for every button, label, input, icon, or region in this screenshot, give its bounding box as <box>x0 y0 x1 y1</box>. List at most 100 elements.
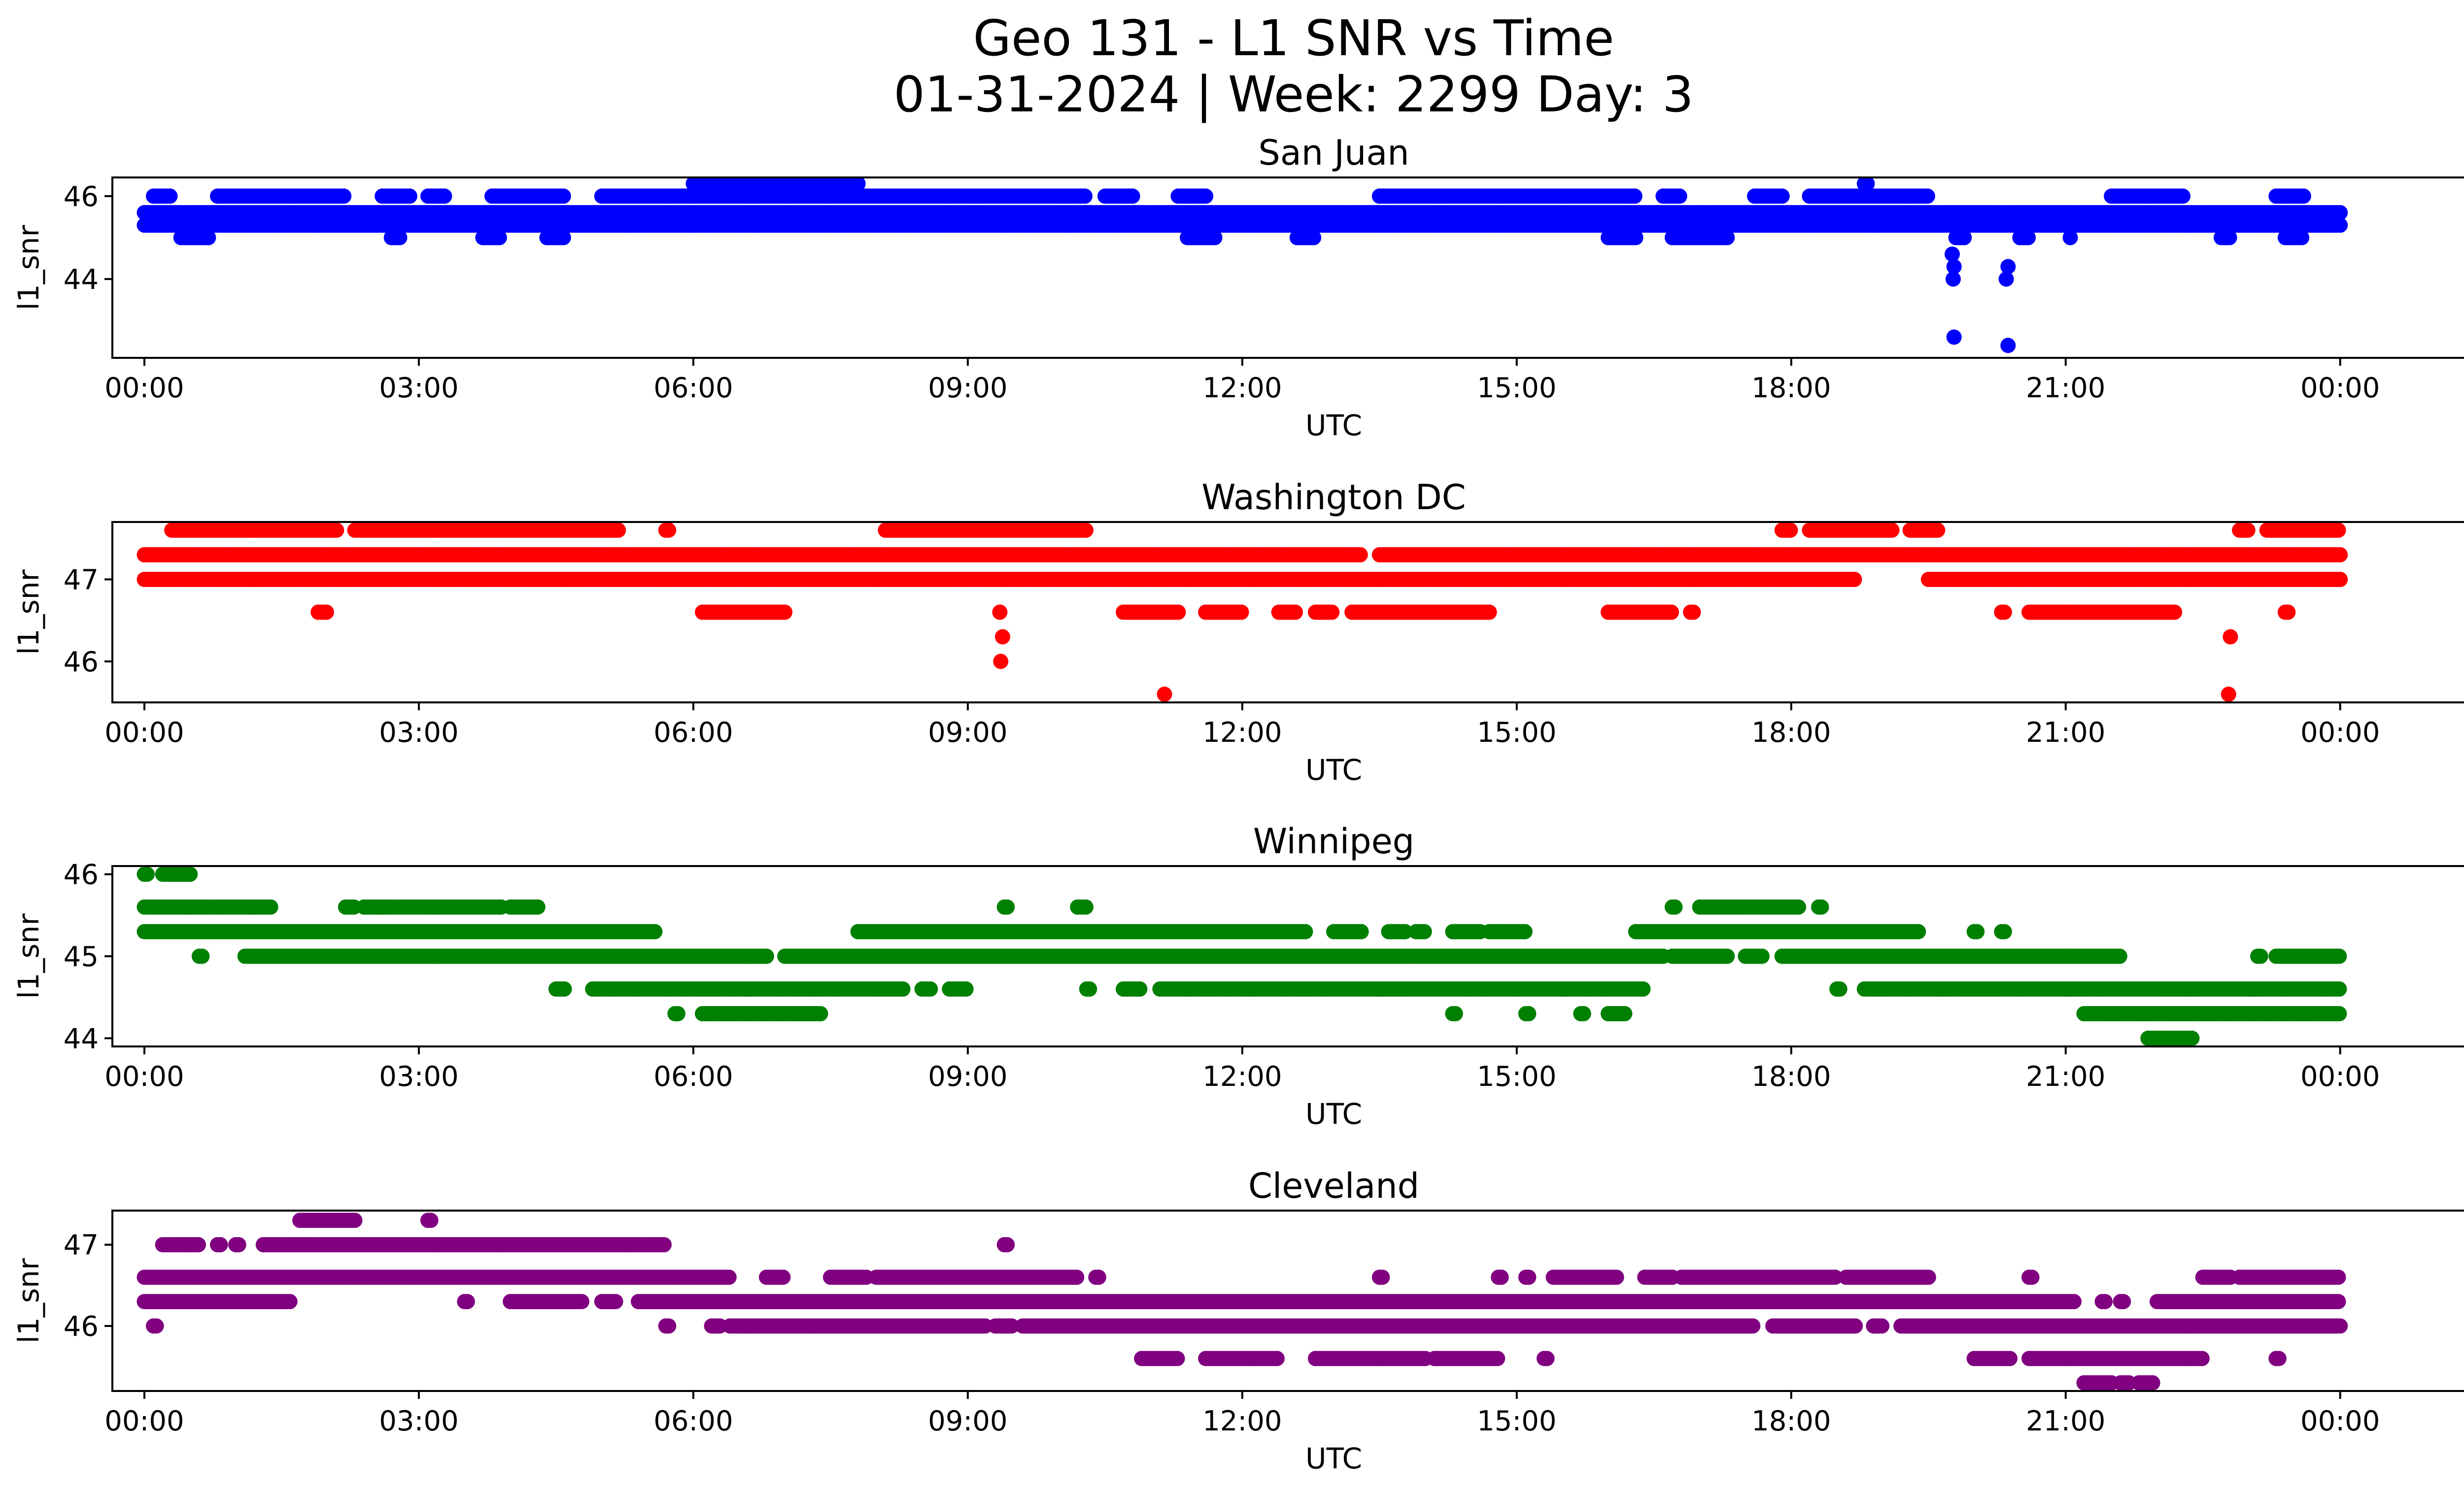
data-point <box>1077 188 1093 204</box>
data-point <box>162 188 178 204</box>
data-point <box>1233 604 1249 620</box>
y-tick-label: 47 <box>64 564 99 596</box>
data-point <box>2000 259 2016 275</box>
data-point <box>2330 522 2346 538</box>
data-point <box>437 188 452 204</box>
data-point <box>318 604 334 620</box>
x-tick-label: 15:00 <box>1477 372 1556 404</box>
data-point <box>1919 188 1935 204</box>
y-tick-label: 46 <box>64 646 99 678</box>
data-point <box>2221 686 2236 702</box>
data-point <box>402 188 417 204</box>
data-point <box>611 522 626 538</box>
y-tick-label: 44 <box>64 264 99 296</box>
plot-frame <box>111 176 2464 359</box>
data-point <box>1998 271 2014 287</box>
data-point <box>850 177 866 192</box>
x-tick-label: 21:00 <box>2026 717 2105 749</box>
data-point <box>999 899 1015 915</box>
series-winnipeg <box>137 867 2347 1046</box>
figure-title-line2: 01-31-2024 | Week: 2299 Day: 3 <box>893 66 1693 123</box>
subplot-title: Washington DC <box>1201 477 1466 518</box>
x-tick-label: 06:00 <box>653 717 733 749</box>
data-point <box>1306 230 1322 245</box>
series-washington-dc <box>137 522 2348 702</box>
data-point <box>1859 177 1875 192</box>
data-point <box>1667 899 1683 915</box>
x-tick-label: 12:00 <box>1202 717 1282 749</box>
x-tick-label: 00:00 <box>104 372 184 404</box>
x-tick-label: 09:00 <box>928 717 1007 749</box>
data-point <box>2294 230 2310 245</box>
data-point <box>1352 547 1368 562</box>
x-tick-label: 03:00 <box>379 372 458 404</box>
data-point <box>1930 522 1946 538</box>
data-point <box>1814 899 1829 915</box>
subplot-title: Winnipeg <box>1253 821 1414 862</box>
data-point <box>1078 899 1094 915</box>
data-point <box>1791 899 1807 915</box>
data-point <box>392 230 408 245</box>
data-point <box>555 230 571 245</box>
data-point <box>2295 188 2311 204</box>
data-point <box>1078 522 1094 538</box>
data-point <box>1353 924 1369 939</box>
data-point <box>1945 246 1960 262</box>
data-point <box>1628 230 1643 245</box>
x-tick-label: 15:00 <box>1477 717 1556 749</box>
data-point <box>329 522 344 538</box>
plot-frame <box>111 521 2464 703</box>
data-point <box>1719 230 1735 245</box>
data-point <box>2012 230 2028 245</box>
x-axis-label: UTC <box>1305 753 1362 787</box>
data-point <box>1288 604 1303 620</box>
y-axis-label: l1_snr <box>12 569 45 655</box>
data-point <box>2332 547 2348 562</box>
x-tick-label: 00:00 <box>2300 372 2380 404</box>
data-point <box>1298 924 1313 939</box>
figure-title-line1: Geo 131 - L1 SNR vs Time <box>973 9 1614 67</box>
x-axis-label: UTC <box>1305 409 1362 442</box>
data-point <box>2062 230 2078 245</box>
data-point <box>1774 188 1790 204</box>
data-point <box>491 230 507 245</box>
data-point <box>661 522 677 538</box>
data-point <box>530 899 546 915</box>
data-point <box>1956 230 1972 245</box>
data-point <box>1324 604 1340 620</box>
data-point <box>1847 572 1862 587</box>
data-point <box>1481 604 1497 620</box>
data-point <box>1782 522 1798 538</box>
data-point <box>2332 205 2348 220</box>
y-axis-label: l1_snr <box>12 225 45 310</box>
data-point <box>1946 259 1962 275</box>
x-tick-label: 06:00 <box>653 372 733 404</box>
data-point <box>1170 604 1186 620</box>
data-point <box>2223 629 2238 645</box>
data-point <box>1664 604 1679 620</box>
x-tick-label: 18:00 <box>1751 717 1831 749</box>
data-point <box>1397 924 1413 939</box>
x-tick-label: 00:00 <box>104 717 184 749</box>
data-point <box>1157 686 1172 702</box>
data-point <box>777 604 793 620</box>
data-point <box>993 654 1009 669</box>
data-point <box>2240 522 2256 538</box>
data-point <box>1884 522 1900 538</box>
data-point <box>1125 188 1140 204</box>
data-point <box>1207 230 1223 245</box>
data-point <box>1685 604 1701 620</box>
data-point <box>2332 217 2348 233</box>
data-point <box>992 604 1008 620</box>
data-point <box>2167 604 2183 620</box>
x-tick-label: 18:00 <box>1751 372 1831 404</box>
data-point <box>1198 188 1214 204</box>
data-point <box>1996 604 2012 620</box>
data-point <box>2222 230 2237 245</box>
x-tick-label: 09:00 <box>928 372 1007 404</box>
data-point <box>994 629 1010 645</box>
